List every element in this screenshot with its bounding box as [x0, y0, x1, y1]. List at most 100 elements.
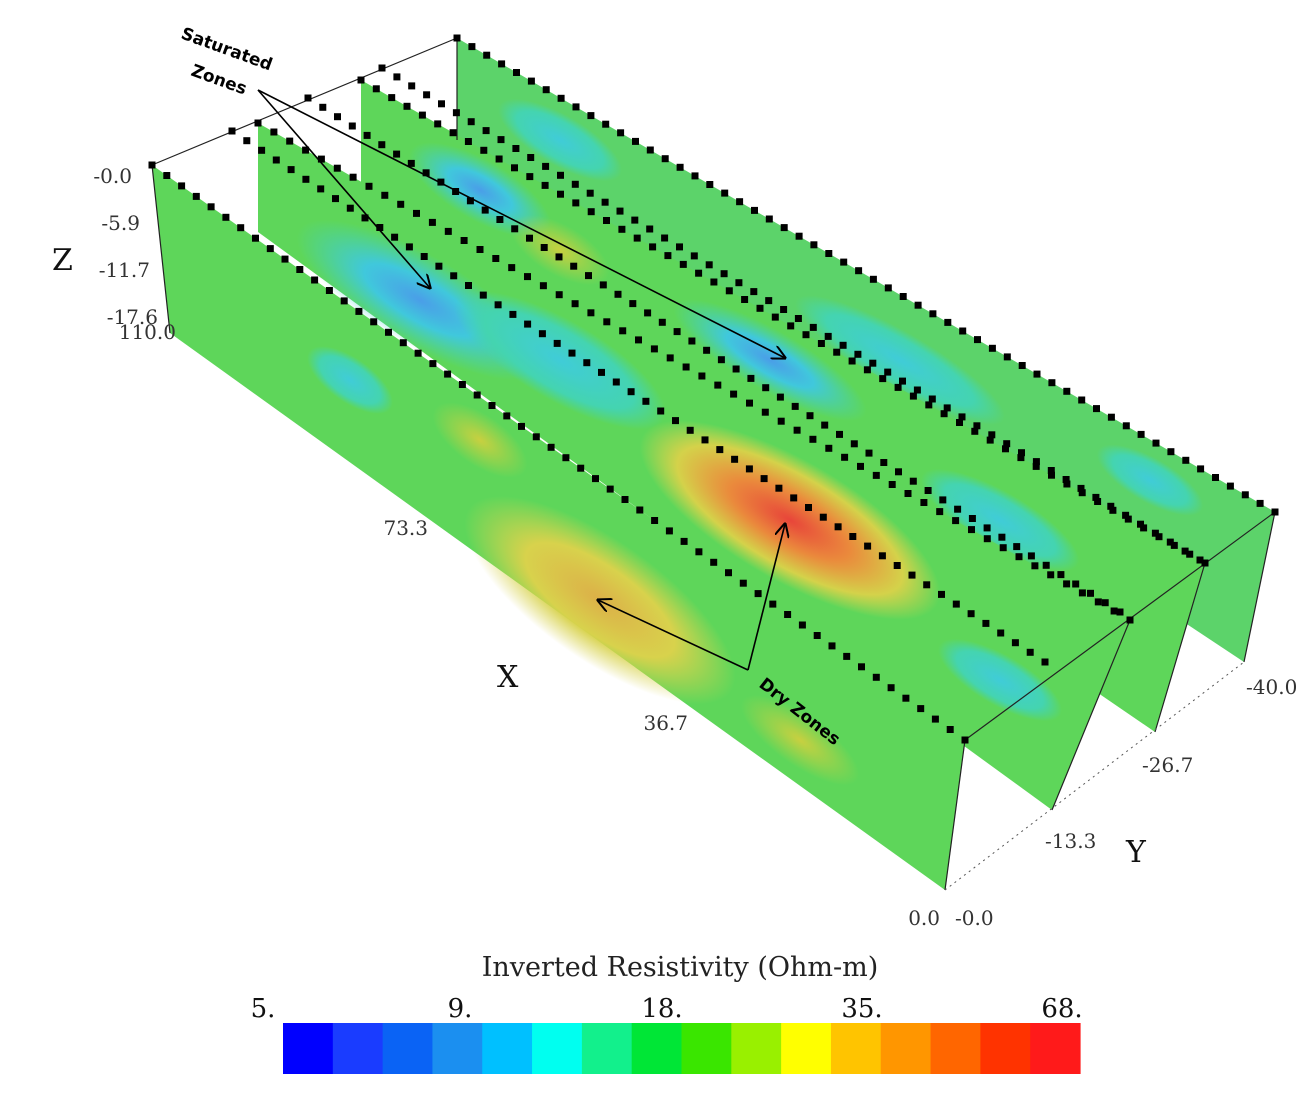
electrode-dot — [1057, 571, 1065, 579]
legend-tick-4: 68. — [1041, 994, 1082, 1024]
electrode-dot — [843, 652, 851, 660]
electrode-dot — [730, 390, 738, 398]
electrode-dot — [317, 155, 325, 163]
legend-swatch — [581, 1023, 633, 1074]
electrode-dot — [646, 146, 654, 154]
electrode-dot — [751, 206, 758, 214]
electrode-dot — [243, 137, 251, 145]
electrode-dot — [476, 246, 484, 253]
electrode-dot — [754, 590, 762, 598]
electrode-dot — [848, 357, 856, 365]
legend-swatch — [681, 1023, 732, 1074]
electrode-dot — [1094, 498, 1102, 505]
electrode-dot — [646, 225, 654, 233]
electrode-dot — [428, 218, 436, 226]
legend-swatch — [432, 1023, 483, 1074]
electrode-dot — [917, 705, 925, 713]
electrode-dot — [452, 188, 460, 195]
electrode-dot — [1107, 502, 1115, 510]
electrode-dot — [562, 454, 570, 462]
electrode-dot — [682, 363, 690, 371]
electrode-dot — [473, 391, 481, 399]
electrode-dot — [319, 103, 327, 111]
electrode-dot — [503, 412, 511, 420]
electrode-dot — [1042, 561, 1050, 569]
electrode-dot — [355, 307, 363, 315]
electrode-dot — [710, 558, 718, 566]
electrode-dot — [952, 600, 960, 608]
electrode-dot — [616, 207, 624, 215]
electrode-dot — [705, 261, 713, 269]
electrode-dot — [1271, 508, 1279, 516]
electrode-dot — [557, 171, 564, 179]
electrode-dot — [572, 199, 580, 207]
electrode-dot — [376, 224, 384, 231]
electrode-dot — [968, 526, 975, 534]
electrode-dot — [1094, 598, 1102, 606]
legend-swatch — [781, 1023, 832, 1074]
electrode-dot — [691, 172, 699, 180]
electrode-dot — [644, 309, 652, 317]
electrode-dot — [899, 377, 906, 385]
legend-tick-2: 18. — [641, 994, 682, 1024]
electrode-dot — [370, 318, 378, 326]
electrode-dot — [717, 356, 725, 364]
electrode-dot — [178, 182, 186, 190]
electrode-dot — [444, 227, 452, 235]
electrode-dot — [1031, 562, 1039, 570]
electrode-dot — [657, 407, 665, 415]
electrode-dot — [468, 43, 476, 51]
electrode-dot — [1072, 580, 1080, 588]
electrode-dot — [787, 322, 795, 330]
electrode-dot — [909, 477, 917, 485]
electrode-dot — [661, 155, 669, 163]
electrode-dot — [511, 225, 519, 233]
electrode-dot — [806, 412, 814, 420]
frame-lines — [151, 37, 1276, 891]
electrode-dot — [1047, 571, 1055, 579]
electrode-dot — [777, 417, 785, 425]
electrode-dot — [539, 282, 547, 290]
electrode-dot — [538, 330, 546, 338]
electrode-dot — [1003, 440, 1011, 448]
electrode-dot — [547, 443, 555, 451]
electrode-dot — [923, 581, 931, 589]
electrode-dot — [340, 297, 348, 305]
electrode-dot — [872, 673, 880, 681]
electrode-dot — [407, 159, 415, 167]
electrode-dot — [542, 86, 550, 94]
electrode-dot — [817, 340, 825, 347]
electrode-dot — [864, 542, 872, 550]
electrode-dot — [1124, 515, 1132, 523]
electrode-dot — [1107, 413, 1115, 421]
electrode-dot — [925, 401, 933, 409]
electrode-dot — [983, 535, 991, 543]
electrode-dot — [1256, 499, 1264, 507]
electrode-dot — [884, 284, 892, 292]
electrode-dot — [793, 426, 801, 434]
electrode-dot — [509, 310, 517, 318]
electrode-dot — [967, 610, 975, 618]
electrode-dot — [1137, 430, 1145, 438]
electrode-dot — [1152, 439, 1160, 447]
electrode-dot — [1003, 353, 1011, 361]
electrode-dot — [863, 366, 871, 374]
electrode-dot — [452, 109, 460, 117]
electrode-dot — [606, 485, 614, 493]
electrode-dot — [334, 113, 341, 121]
electrode-dot — [879, 375, 887, 383]
electrode-dot — [908, 571, 916, 579]
electrode-dot — [999, 544, 1007, 552]
electrode-dot — [745, 465, 753, 473]
electrode-dot — [405, 243, 413, 251]
electrode-dot — [603, 217, 610, 224]
electrode-dot — [746, 399, 753, 407]
electrode-dot — [399, 339, 407, 347]
electrode-dot — [621, 496, 629, 503]
legend-swatch — [880, 1023, 932, 1074]
electrode-dot — [1170, 541, 1178, 549]
electrode-dot — [1041, 658, 1049, 666]
electrode-dot — [437, 178, 445, 186]
electrode-dot — [725, 569, 732, 577]
electrode-dot — [570, 262, 578, 270]
